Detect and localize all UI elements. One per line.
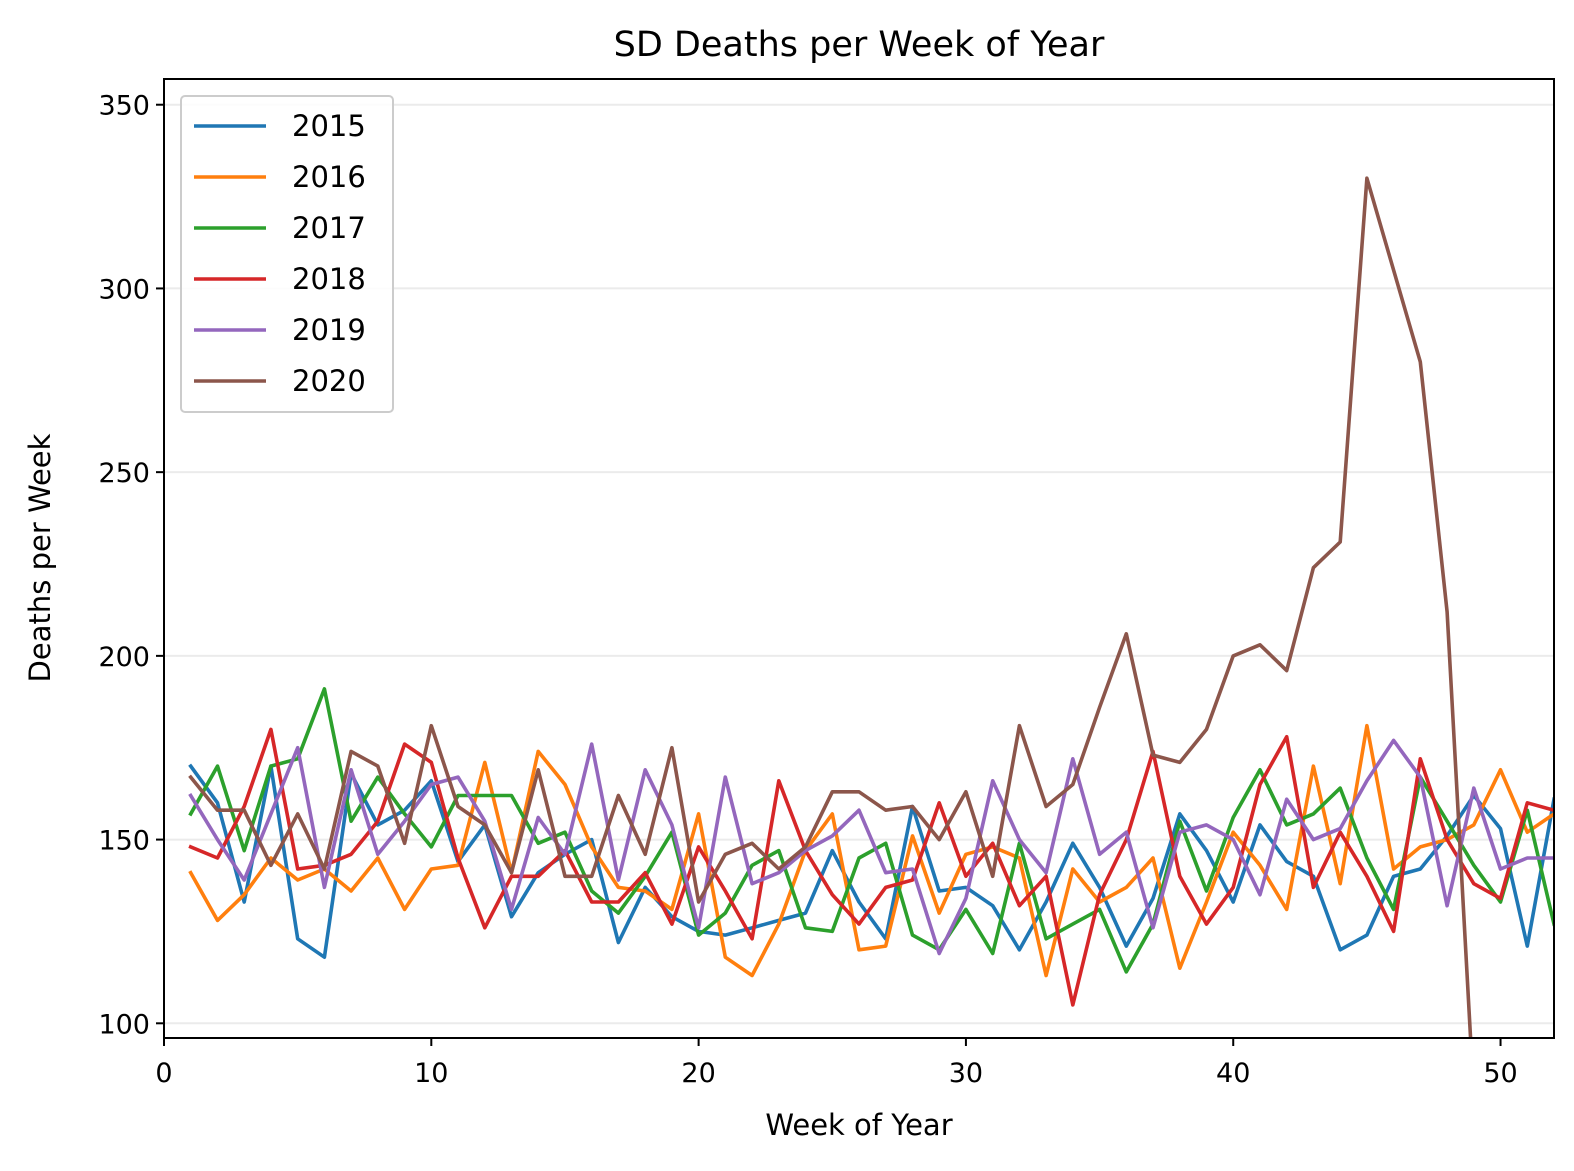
axis-ticks: 100 150 200 250 300 350 0 10 20 30 40 50: [98, 91, 1517, 1089]
legend-label-2016: 2016: [292, 160, 366, 194]
y-tick-label: 300: [98, 274, 150, 305]
legend-label-2018: 2018: [292, 262, 366, 296]
series-line-2017: [188, 687, 1554, 974]
x-tick-label: 10: [414, 1058, 448, 1089]
legend-label-2015: 2015: [292, 109, 366, 143]
series-line-2020: [188, 176, 1473, 1038]
chart-title: SD Deaths per Week of Year: [614, 25, 1105, 65]
legend: 2015 2016 2017 2018 2019 2020: [180, 95, 394, 413]
series-lines: [188, 176, 1554, 1038]
x-tick-label: 40: [1216, 1058, 1250, 1089]
legend-box: [180, 95, 394, 413]
legend-label-2020: 2020: [292, 364, 366, 398]
series-line-2016: [188, 723, 1554, 978]
grid-lines: [164, 103, 1554, 1025]
x-tick-label: 20: [681, 1058, 715, 1089]
x-axis-label: Week of Year: [765, 1108, 952, 1142]
plot-frame: [163, 78, 1555, 1039]
series-line-2015: [188, 763, 1554, 960]
y-axis-label: Deaths per Week: [23, 433, 57, 682]
y-tick-label: 150: [98, 826, 150, 857]
series-line-2018: [188, 727, 1554, 1007]
x-tick-label: 30: [949, 1058, 983, 1089]
y-tick-label: 350: [98, 91, 150, 122]
y-tick-label: 100: [98, 1009, 150, 1040]
legend-label-2019: 2019: [292, 313, 366, 347]
y-tick-label: 200: [98, 642, 150, 673]
legend-label-2017: 2017: [292, 211, 366, 245]
x-tick-label: 0: [155, 1058, 172, 1089]
series-line-2019: [188, 738, 1554, 956]
y-tick-label: 250: [98, 458, 150, 489]
x-tick-label: 50: [1483, 1058, 1517, 1089]
